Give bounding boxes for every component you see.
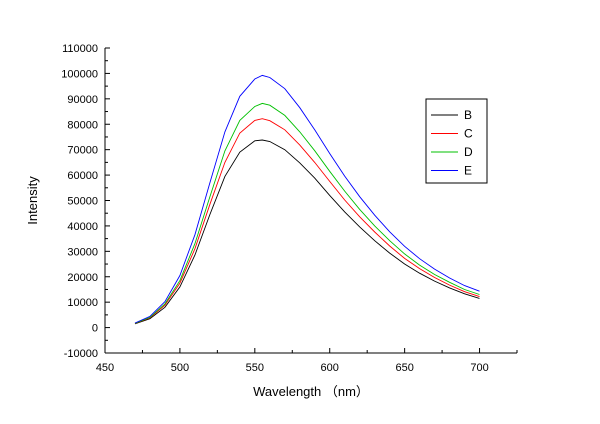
y-tick-label: 110000 — [62, 43, 98, 55]
legend-label-C: C — [464, 127, 473, 141]
y-tick-label: 80000 — [67, 119, 98, 131]
x-tick-label: 500 — [171, 362, 189, 374]
y-tick-label: 0 — [92, 323, 98, 335]
y-tick-label: 40000 — [67, 221, 98, 233]
axes: -10000 0 10000 20000 30000 40000 50000 60000 700… — [61, 43, 518, 374]
series-layer — [134, 74, 480, 325]
y-tick-label: 60000 — [67, 170, 98, 182]
y-tick-label: 100000 — [61, 68, 98, 80]
legend-label-E: E — [464, 164, 472, 178]
legend-label-D: D — [464, 145, 473, 159]
legend-box — [425, 98, 488, 184]
y-tick-label: -10000 — [64, 348, 98, 360]
y-tick-label: 10000 — [67, 297, 98, 309]
y-tick-label: 30000 — [67, 246, 98, 258]
y-tick-label: 70000 — [67, 145, 98, 157]
x-tick-label: 700 — [470, 362, 488, 374]
y-axis-title: Intensity — [25, 176, 40, 225]
x-tick-label: 600 — [321, 362, 339, 374]
x-tick-label: 650 — [395, 362, 413, 374]
y-tick-label: 20000 — [67, 272, 98, 284]
series-line-C — [134, 118, 480, 324]
y-tick-label: 90000 — [67, 94, 98, 106]
x-tick-label: 450 — [96, 362, 114, 374]
legend-label-B: B — [464, 108, 472, 122]
series-line-E — [134, 74, 480, 324]
series-line-D — [134, 102, 480, 324]
x-axis-title: Wavelength （nm） — [253, 384, 369, 399]
series-line-B — [134, 139, 480, 325]
x-tick-label: 550 — [246, 362, 264, 374]
y-tick-label: 50000 — [67, 196, 98, 208]
